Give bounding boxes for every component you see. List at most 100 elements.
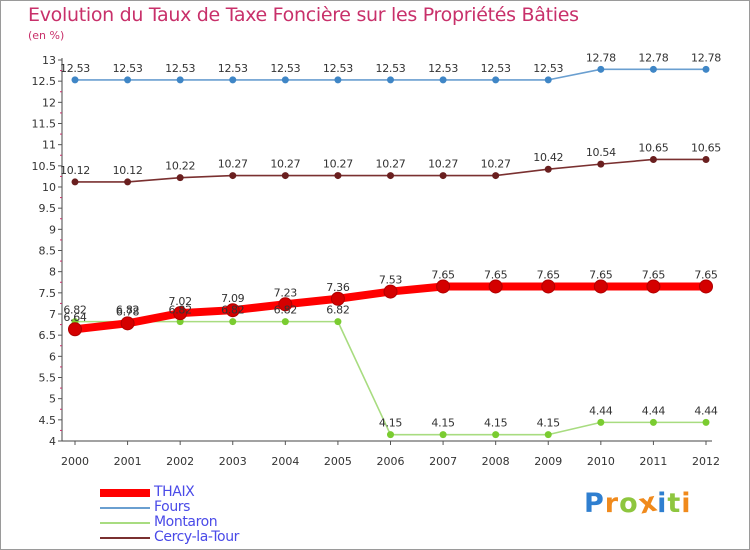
x-tick-label: 2002 <box>166 455 194 468</box>
logo-letter: P <box>584 488 605 519</box>
data-label-cercy-la-tour: 10.27 <box>218 158 248 171</box>
data-point-montaron <box>544 431 552 439</box>
y-tick-label: 12.5 <box>32 75 57 88</box>
y-tick-label: 13 <box>42 54 56 67</box>
data-label-fours: 12.78 <box>638 51 668 64</box>
data-label-fours: 12.53 <box>270 62 300 75</box>
data-point-fours <box>124 76 132 84</box>
data-label-thaix: 7.53 <box>379 274 403 287</box>
data-label-montaron: 4.15 <box>379 417 403 430</box>
y-tick-label: 6.5 <box>39 329 57 342</box>
data-point-cercy-la-tour <box>649 155 657 163</box>
data-label-cercy-la-tour: 10.12 <box>60 164 90 177</box>
x-tick-label: 2007 <box>429 455 457 468</box>
y-tick-label: 6 <box>49 350 56 363</box>
data-label-cercy-la-tour: 10.27 <box>428 158 458 171</box>
data-point-cercy-la-tour <box>387 172 394 180</box>
unit-label: (en %) <box>28 29 65 42</box>
data-label-fours: 12.53 <box>533 62 563 75</box>
x-tick-label: 2011 <box>639 455 667 468</box>
data-label-cercy-la-tour: 10.42 <box>533 151 563 164</box>
y-tick-label: 5.5 <box>39 372 57 385</box>
x-tick-label: 2006 <box>377 455 405 468</box>
legend-swatch-thaix <box>100 489 150 497</box>
data-point-cercy-la-tour <box>281 172 289 180</box>
data-label-thaix: 7.02 <box>169 295 192 308</box>
data-point-thaix <box>383 284 398 299</box>
data-point-thaix <box>68 322 82 337</box>
data-point-montaron <box>334 318 342 326</box>
data-point-thaix <box>173 306 188 321</box>
y-tick-label: 10 <box>42 181 56 194</box>
data-label-thaix: 7.09 <box>221 292 245 305</box>
data-point-cercy-la-tour <box>176 174 184 182</box>
data-label-montaron: 4.44 <box>589 404 613 417</box>
data-point-montaron <box>281 318 289 326</box>
data-point-fours <box>702 65 710 73</box>
legend-swatch-cercy-la-tour <box>100 537 150 539</box>
y-tick-label: 11 <box>42 139 56 152</box>
data-point-fours <box>649 65 657 73</box>
data-point-thaix <box>120 316 135 331</box>
data-point-fours <box>492 76 500 84</box>
data-label-thaix: 7.23 <box>274 286 298 299</box>
x-tick-label: 2003 <box>219 455 247 468</box>
data-point-fours <box>334 76 342 84</box>
legend-label-cercy-la-tour: Cercy-la-Tour <box>154 529 240 545</box>
data-point-montaron <box>439 431 447 439</box>
legend-swatch-montaron <box>100 522 150 524</box>
data-label-montaron: 4.15 <box>431 417 455 430</box>
x-tick-label: 2008 <box>482 455 510 468</box>
legend-label-montaron: Montaron <box>154 514 218 530</box>
data-point-fours <box>71 76 79 84</box>
data-label-thaix: 6.64 <box>63 311 87 324</box>
data-label-montaron: 6.82 <box>221 304 244 317</box>
data-label-thaix: 7.65 <box>589 268 613 281</box>
logo-letter: t <box>667 488 682 519</box>
x-tick-label: 2005 <box>324 455 352 468</box>
data-point-cercy-la-tour <box>229 172 237 180</box>
data-point-fours <box>387 76 394 84</box>
y-tick-label: 12 <box>42 96 56 109</box>
data-label-montaron: 6.82 <box>169 304 192 317</box>
data-label-cercy-la-tour: 10.54 <box>586 146 616 159</box>
data-label-montaron: 4.44 <box>694 404 718 417</box>
data-point-montaron <box>492 431 500 439</box>
logo-letter: r <box>604 488 620 519</box>
data-label-montaron: 6.82 <box>274 304 297 317</box>
y-tick-label: 9 <box>49 223 56 236</box>
data-label-montaron: 6.82 <box>116 304 139 317</box>
data-point-fours <box>176 76 184 84</box>
y-tick-label: 7 <box>49 308 56 321</box>
x-tick-label: 2012 <box>692 455 720 468</box>
x-tick-label: 2010 <box>587 455 615 468</box>
logo-letter: i <box>657 488 668 519</box>
data-point-fours <box>281 76 289 84</box>
data-label-cercy-la-tour: 10.27 <box>376 158 406 171</box>
data-point-cercy-la-tour <box>702 155 710 163</box>
data-label-thaix: 7.65 <box>537 268 561 281</box>
legend-label-fours: Fours <box>154 499 191 515</box>
data-point-cercy-la-tour <box>334 172 342 180</box>
legend-swatch-fours <box>100 507 150 509</box>
data-label-fours: 12.53 <box>376 62 406 75</box>
data-point-thaix <box>488 279 503 294</box>
data-label-montaron: 6.82 <box>63 304 86 317</box>
y-tick-label: 10.5 <box>32 160 57 173</box>
logo-letter: o <box>619 488 639 519</box>
data-point-thaix <box>225 303 240 318</box>
data-point-thaix <box>541 279 556 294</box>
y-tick-label: 8 <box>49 266 56 279</box>
y-tick-label: 11.5 <box>32 118 57 131</box>
y-tick-label: 9.5 <box>39 202 57 215</box>
data-label-fours: 12.53 <box>323 62 353 75</box>
x-tick-label: 2000 <box>61 455 89 468</box>
data-label-cercy-la-tour: 10.65 <box>638 141 668 154</box>
data-label-thaix: 7.36 <box>326 281 350 294</box>
data-label-fours: 12.53 <box>218 62 248 75</box>
data-label-fours: 12.78 <box>691 51 721 64</box>
data-label-thaix: 6.78 <box>116 305 140 318</box>
data-label-montaron: 4.15 <box>537 417 561 430</box>
data-point-montaron <box>387 431 394 439</box>
data-point-cercy-la-tour <box>597 160 605 168</box>
